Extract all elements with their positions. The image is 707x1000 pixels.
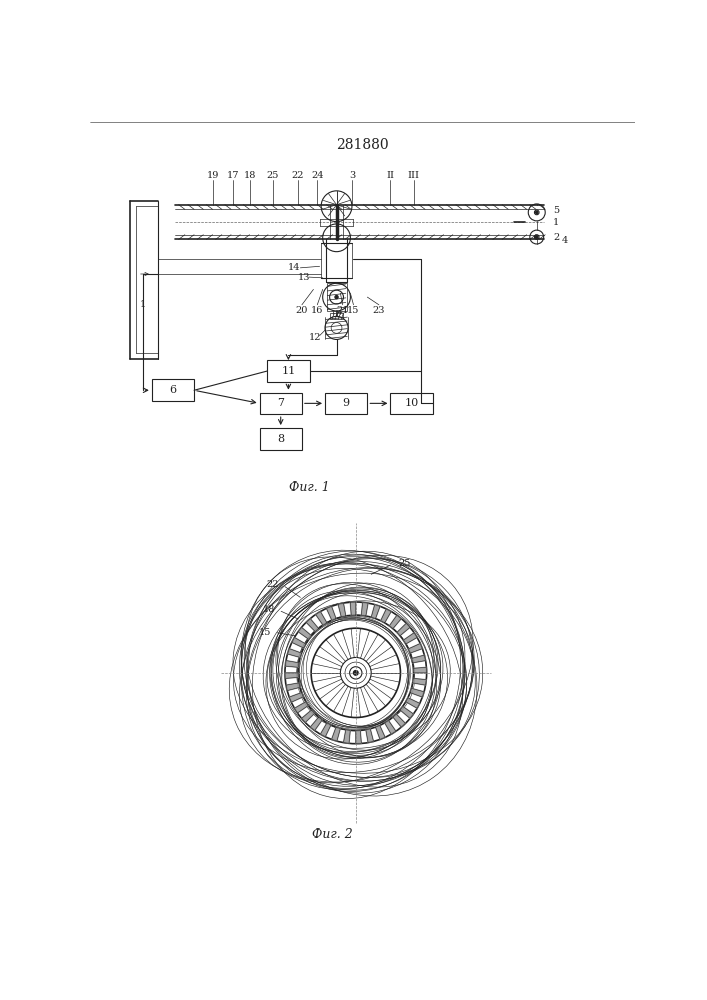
Polygon shape: [385, 720, 396, 734]
Text: 20: 20: [296, 306, 308, 315]
Text: 281880: 281880: [336, 138, 388, 152]
Text: 9: 9: [343, 398, 350, 408]
Text: 5: 5: [553, 206, 559, 215]
Text: 15: 15: [259, 628, 271, 637]
Polygon shape: [310, 717, 322, 731]
Polygon shape: [288, 649, 301, 657]
Polygon shape: [390, 615, 402, 629]
Polygon shape: [298, 627, 312, 639]
Polygon shape: [371, 605, 380, 619]
Polygon shape: [409, 643, 422, 653]
Text: Фиг. 2: Фиг. 2: [312, 828, 353, 841]
Text: 7: 7: [277, 398, 284, 408]
Polygon shape: [410, 688, 424, 697]
Bar: [330, 313, 343, 319]
Bar: [325, 393, 368, 414]
Polygon shape: [400, 706, 414, 718]
Text: 1: 1: [553, 218, 559, 227]
Polygon shape: [361, 602, 368, 616]
Text: 19: 19: [207, 171, 220, 180]
Text: 18: 18: [262, 605, 275, 614]
Polygon shape: [294, 702, 308, 713]
Circle shape: [536, 236, 538, 238]
Polygon shape: [350, 602, 356, 615]
Polygon shape: [301, 710, 315, 723]
Polygon shape: [332, 727, 340, 741]
Text: 21: 21: [337, 306, 349, 315]
Bar: [327, 283, 346, 311]
Text: 25: 25: [267, 171, 279, 180]
Bar: [267, 360, 310, 382]
Polygon shape: [315, 612, 327, 625]
Polygon shape: [397, 623, 410, 636]
Text: 16: 16: [311, 306, 324, 315]
Text: 18: 18: [243, 171, 256, 180]
Polygon shape: [306, 619, 319, 632]
Text: 25: 25: [398, 559, 411, 568]
Polygon shape: [320, 723, 331, 737]
Polygon shape: [366, 729, 373, 743]
Text: II: II: [387, 171, 395, 180]
Text: 24: 24: [311, 171, 324, 180]
Bar: [390, 393, 433, 414]
Text: 6: 6: [170, 385, 177, 395]
Polygon shape: [289, 693, 303, 702]
Bar: [259, 428, 302, 450]
Circle shape: [354, 671, 358, 675]
Circle shape: [536, 211, 538, 214]
Polygon shape: [380, 609, 391, 623]
Text: 4: 4: [562, 236, 568, 245]
Text: 13: 13: [298, 273, 310, 282]
Text: 12: 12: [309, 333, 321, 342]
Bar: [259, 393, 302, 414]
Text: 3: 3: [349, 171, 355, 180]
Bar: [152, 379, 194, 401]
Text: 2: 2: [553, 233, 559, 242]
Text: 11: 11: [281, 366, 296, 376]
Text: 22: 22: [292, 171, 304, 180]
Text: 1: 1: [139, 300, 146, 309]
Text: 8: 8: [277, 434, 284, 444]
Polygon shape: [404, 633, 417, 644]
Text: Фиг. 1: Фиг. 1: [289, 481, 330, 494]
Polygon shape: [344, 730, 350, 743]
Text: 17: 17: [226, 171, 239, 180]
Polygon shape: [393, 714, 405, 727]
Polygon shape: [356, 730, 361, 744]
Polygon shape: [285, 673, 298, 678]
Polygon shape: [413, 678, 426, 685]
Polygon shape: [411, 655, 426, 663]
Polygon shape: [286, 683, 300, 691]
Text: 22: 22: [267, 580, 279, 589]
Polygon shape: [327, 606, 336, 620]
Text: 15: 15: [347, 306, 360, 315]
Polygon shape: [286, 661, 299, 667]
Polygon shape: [338, 603, 346, 617]
Circle shape: [335, 296, 338, 299]
Text: 14: 14: [288, 263, 300, 272]
Text: III: III: [407, 171, 419, 180]
Text: 10: 10: [404, 398, 419, 408]
Text: 23: 23: [373, 306, 385, 315]
Polygon shape: [406, 698, 420, 708]
Polygon shape: [292, 637, 306, 648]
Polygon shape: [375, 725, 385, 739]
Polygon shape: [414, 667, 426, 673]
